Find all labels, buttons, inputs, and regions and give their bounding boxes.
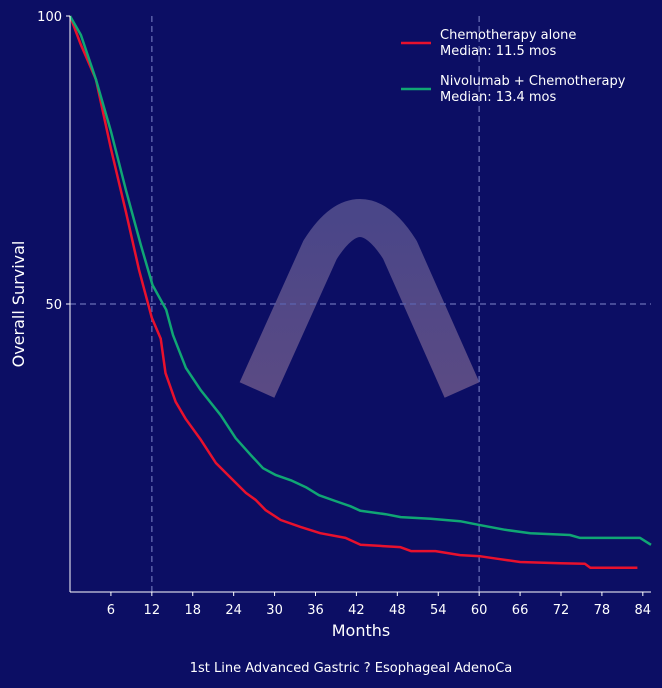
x-tick-label: 84: [635, 603, 652, 618]
x-tick-label: 60: [471, 603, 488, 618]
y-tick-label: 50: [45, 298, 62, 313]
series-line-1: [68, 15, 652, 546]
x-tick-label: 6: [107, 603, 115, 618]
legend-median-1: Median: 13.4 mos: [440, 90, 556, 105]
x-tick-label: 48: [389, 603, 406, 618]
x-tick-label: 78: [594, 603, 611, 618]
x-tick-label: 54: [430, 603, 447, 618]
series-lines: [68, 15, 652, 570]
legend-median-0: Median: 11.5 mos: [440, 44, 556, 59]
x-tick-label: 24: [225, 603, 242, 618]
x-tick-label: 72: [553, 603, 570, 618]
legend-label-1: Nivolumab + Chemotherapy: [440, 74, 626, 89]
x-axis-label: Months: [332, 621, 390, 640]
x-ticks: 6 12 18 24 30 36 42 48 54 60 66 72 78 84: [107, 592, 651, 618]
x-tick-label: 12: [144, 603, 161, 618]
x-tick-label: 18: [184, 603, 201, 618]
x-tick-label: 66: [512, 603, 529, 618]
x-tick-label: 36: [307, 603, 324, 618]
watermark-logo: [239, 199, 480, 398]
series-line-0: [68, 15, 638, 570]
x-tick-label: 30: [266, 603, 283, 618]
y-tick-label: 100: [37, 10, 62, 25]
chart-caption: 1st Line Advanced Gastric ? Esophageal A…: [190, 661, 513, 676]
x-tick-label: 42: [348, 603, 365, 618]
y-axis-label: Overall Survival: [9, 241, 28, 368]
legend-label-0: Chemotherapy alone: [440, 28, 576, 43]
reference-lines: [70, 16, 651, 592]
y-ticks: 50 100: [37, 10, 70, 313]
